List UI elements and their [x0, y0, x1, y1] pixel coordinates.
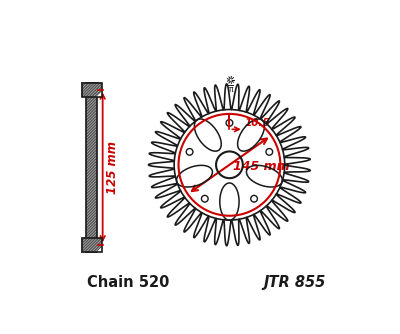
Bar: [86, 82, 97, 252]
Text: JTR 855: JTR 855: [264, 275, 326, 290]
Text: 10.5: 10.5: [245, 118, 271, 128]
Text: 125 mm: 125 mm: [106, 141, 119, 194]
Text: Chain 520: Chain 520: [87, 275, 169, 290]
Bar: [82, 238, 102, 252]
Text: π: π: [228, 85, 233, 94]
Text: 145 mm: 145 mm: [233, 160, 290, 173]
Bar: [82, 82, 102, 97]
